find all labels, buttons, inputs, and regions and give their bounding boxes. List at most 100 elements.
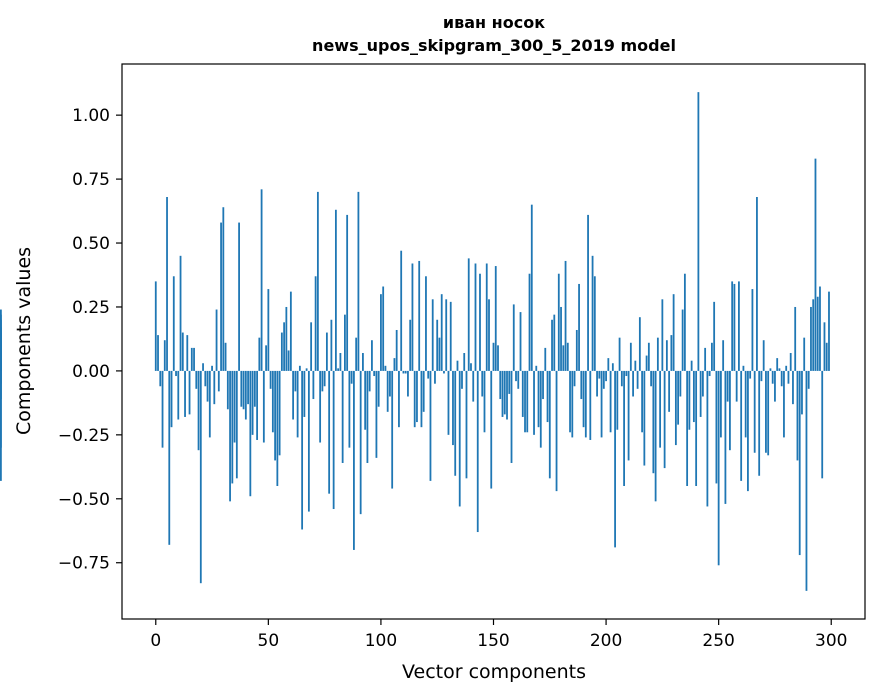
bar-86 — [348, 370, 351, 448]
bar-208 — [623, 370, 625, 486]
bar-229 — [670, 335, 673, 371]
bar-69 — [310, 322, 313, 371]
bar-220 — [650, 370, 653, 387]
bar-123 — [431, 299, 434, 371]
bar-54 — [276, 370, 279, 486]
bar-192 — [587, 214, 589, 371]
bar-81 — [337, 368, 340, 371]
bar-38 — [240, 370, 243, 407]
bar-141 — [472, 370, 475, 402]
bar-58 — [285, 306, 288, 371]
bar-151 — [494, 266, 497, 371]
bar-287 — [801, 370, 803, 415]
y-tick-label: 1.00 — [72, 106, 110, 126]
bar-225 — [661, 299, 664, 371]
bar-119 — [422, 370, 425, 412]
bar-75 — [323, 370, 326, 387]
bar-181 — [562, 345, 565, 371]
bar-16 — [190, 347, 193, 371]
bar-32 — [226, 370, 229, 410]
bar-39 — [242, 370, 245, 410]
bar-238 — [690, 360, 693, 371]
bar-29 — [220, 222, 222, 371]
bar-5 — [166, 197, 168, 371]
bar-212 — [632, 370, 634, 397]
bar-232 — [677, 370, 680, 425]
bar-290 — [807, 370, 810, 389]
bar-223 — [656, 337, 659, 371]
bar-294 — [816, 296, 819, 371]
bar-281 — [787, 370, 790, 384]
bar-13 — [184, 370, 186, 417]
bar-82 — [339, 353, 342, 371]
bar-127 — [440, 294, 443, 371]
bar-268 — [758, 370, 761, 476]
bar-1 — [157, 335, 159, 371]
bar-285 — [796, 370, 799, 461]
bar-118 — [420, 370, 423, 428]
bar-144 — [479, 273, 481, 371]
bar-211 — [629, 342, 632, 371]
bar-90 — [357, 191, 360, 371]
bar-64 — [298, 365, 301, 371]
bar-233 — [679, 370, 682, 397]
bar-72 — [316, 191, 319, 371]
bar-261 — [742, 365, 745, 371]
bar-190 — [582, 370, 585, 428]
bar-109 — [400, 250, 403, 371]
bar-103 — [386, 370, 389, 412]
x-axis-label: Vector components — [402, 661, 586, 683]
bar-97 — [373, 370, 376, 377]
bar-98 — [375, 370, 378, 458]
bar-48 — [262, 370, 265, 443]
bar-51 — [269, 370, 272, 389]
bar-18 — [195, 370, 198, 389]
bar-10 — [177, 370, 180, 420]
bar-133 — [454, 370, 457, 476]
bar-164 — [524, 370, 526, 433]
bar-85 — [346, 214, 349, 371]
bar-215 — [638, 317, 641, 371]
bar-142 — [474, 263, 477, 371]
bar-66 — [303, 370, 306, 417]
bar-65 — [301, 370, 304, 530]
bar-4 — [163, 340, 166, 371]
bar-172 — [542, 370, 544, 400]
bar-101 — [382, 286, 385, 371]
bar-234 — [681, 309, 684, 371]
bar-131 — [449, 301, 452, 371]
bar-24 — [208, 370, 211, 438]
bar-77 — [328, 370, 331, 494]
bar-170 — [537, 370, 540, 428]
bar-11 — [179, 255, 182, 371]
x-tick-label: 50 — [258, 631, 280, 651]
bar-143 — [476, 370, 479, 533]
bar-173 — [544, 347, 547, 371]
bar-130 — [447, 370, 450, 435]
bar-47 — [260, 189, 263, 371]
bar-292 — [812, 299, 815, 371]
bar-46 — [258, 337, 261, 371]
bar-30 — [222, 207, 225, 371]
bar-104 — [389, 370, 391, 397]
bar-105 — [391, 370, 394, 489]
bar-201 — [607, 358, 610, 371]
bar-205 — [616, 370, 619, 430]
bar-251 — [720, 370, 722, 438]
bar-194 — [591, 255, 594, 371]
bar-182 — [564, 260, 567, 371]
bar-279 — [783, 370, 785, 438]
y-axis-ticks: −0.75 −0.50 −0.25 0.00 0.25 0.50 0.75 1.00 — [58, 106, 122, 574]
bar-259 — [738, 281, 740, 371]
bar-270 — [762, 340, 765, 371]
bar-250 — [717, 370, 720, 566]
y-tick-label: −0.25 — [58, 426, 110, 446]
bar-286 — [798, 370, 801, 556]
bar-153 — [499, 370, 502, 400]
plot-frame — [121, 63, 866, 620]
bar-35 — [233, 370, 236, 443]
x-tick-label: 100 — [365, 631, 397, 651]
bar-177 — [553, 314, 556, 371]
bar-111 — [404, 370, 407, 374]
bar-206 — [618, 337, 621, 371]
